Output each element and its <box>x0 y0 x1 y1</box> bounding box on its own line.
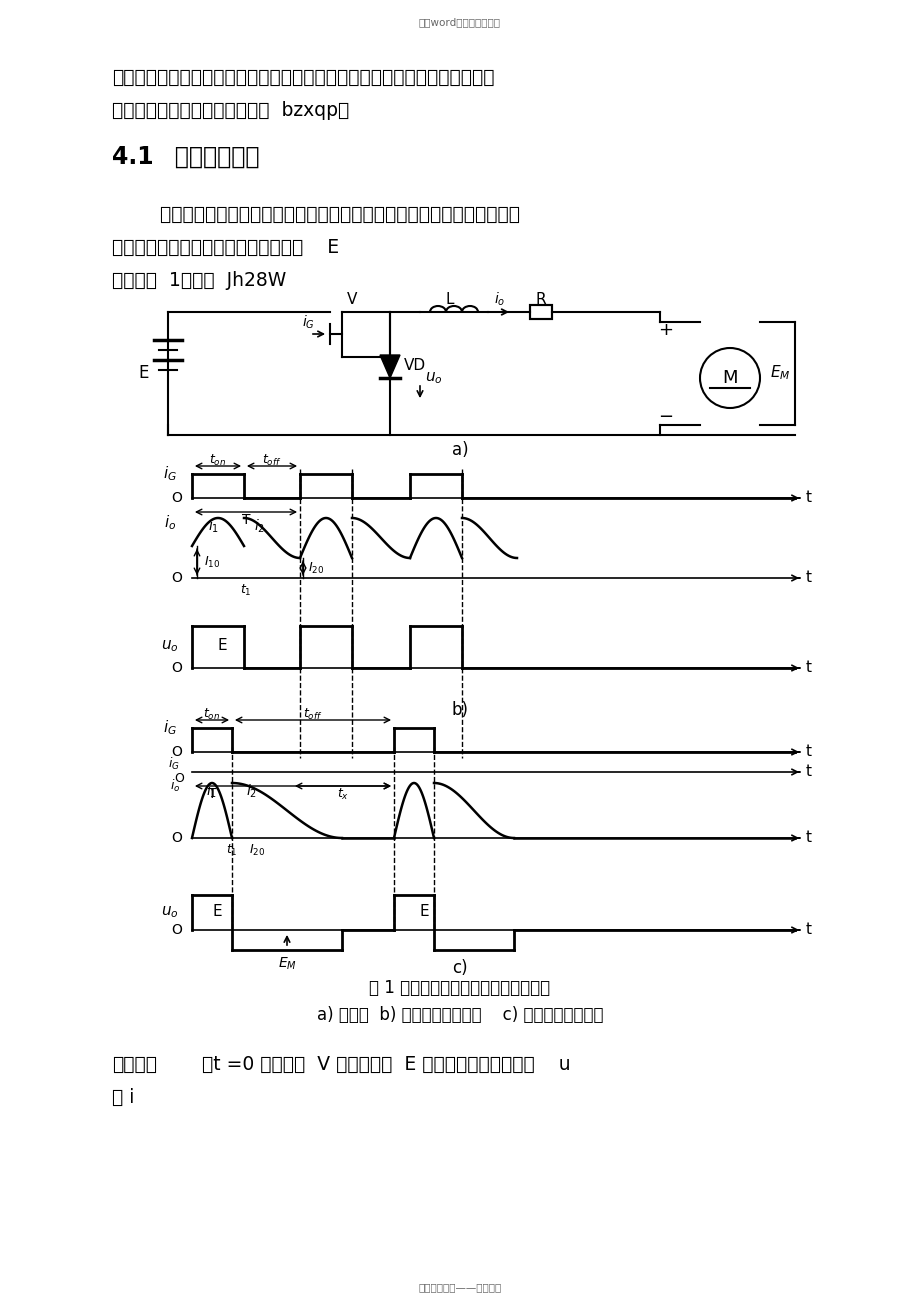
Text: $t_{on}$: $t_{on}$ <box>203 706 221 722</box>
Text: O: O <box>171 745 182 760</box>
Text: E: E <box>212 904 221 920</box>
Text: $t_{off}$: $t_{off}$ <box>262 452 281 468</box>
Text: $E_M$: $E_M$ <box>769 364 789 382</box>
Text: T: T <box>242 513 250 526</box>
Text: $i_G$: $i_G$ <box>301 313 314 331</box>
Text: $i_o$: $i_o$ <box>169 778 180 794</box>
Text: E: E <box>139 364 149 382</box>
Text: E: E <box>217 638 227 654</box>
Text: t: t <box>805 744 811 760</box>
Text: $u_o$: $u_o$ <box>161 904 178 920</box>
Text: t: t <box>805 923 811 937</box>
Text: O: O <box>174 771 184 784</box>
Text: O: O <box>171 571 182 585</box>
Text: $i_G$: $i_G$ <box>168 756 180 773</box>
Text: +: + <box>658 321 673 339</box>
Text: $I_{10}$: $I_{10}$ <box>204 555 220 569</box>
Text: O: O <box>171 831 182 846</box>
Text: b): b) <box>451 701 468 719</box>
Text: $t_{on}$: $t_{on}$ <box>210 452 226 468</box>
Text: 斩波电路，而桥式可逆斩波电路又可看做是电流可逆斩波电路的升级版或由两: 斩波电路，而桥式可逆斩波电路又可看做是电流可逆斩波电路的升级版或由两 <box>112 68 494 87</box>
Text: 流 i: 流 i <box>112 1088 134 1108</box>
Polygon shape <box>380 354 400 378</box>
Text: t: t <box>805 571 811 585</box>
Text: $t_1$: $t_1$ <box>226 843 237 857</box>
Text: −: − <box>658 408 673 426</box>
Text: $i_G$: $i_G$ <box>163 465 176 483</box>
Text: V: V <box>346 292 357 308</box>
Text: $i_2$: $i_2$ <box>246 782 257 800</box>
Text: M: M <box>721 369 737 387</box>
Text: $i_2$: $i_2$ <box>255 517 266 534</box>
Text: $t_1$: $t_1$ <box>240 582 252 598</box>
Text: $u_o$: $u_o$ <box>425 370 442 386</box>
Text: $E_M$: $E_M$ <box>278 956 296 972</box>
Text: 斩波电路的典型用途之一是拖动直流电动机，也可带蓄电池负载，两种情: 斩波电路的典型用途之一是拖动直流电动机，也可带蓄电池负载，两种情 <box>112 205 519 224</box>
Text: t: t <box>805 661 811 675</box>
Text: 工作原理: 工作原理 <box>112 1055 157 1074</box>
Text: ：t =0 时刻驱动  V 导通，电源  E 向负载供电，负载电压    u: ：t =0 时刻驱动 V 导通，电源 E 向负载供电，负载电压 u <box>202 1055 570 1074</box>
Text: a): a) <box>451 440 468 459</box>
Text: O: O <box>171 491 182 506</box>
Text: $I_{20}$: $I_{20}$ <box>308 560 323 576</box>
Text: a) 电路图  b) 电留恋续时的波形    c) 电流断续时的波形: a) 电路图 b) 电留恋续时的波形 c) 电流断续时的波形 <box>316 1006 603 1024</box>
Text: $i_o$: $i_o$ <box>164 513 176 533</box>
Text: t: t <box>805 490 811 506</box>
Text: 名师归纳总结——欢迎下载: 名师归纳总结——欢迎下载 <box>418 1282 501 1293</box>
Text: t: t <box>805 830 811 846</box>
Text: 波形如图  1所示；  Jh28W: 波形如图 1所示； Jh28W <box>112 271 286 291</box>
Text: T: T <box>208 787 216 801</box>
Text: 况下负载中均会显现反电动势，如图中    E: 况下负载中均会显现反电动势，如图中 E <box>112 238 339 257</box>
Text: $i_G$: $i_G$ <box>163 719 176 737</box>
Text: t: t <box>805 765 811 779</box>
Text: O: O <box>171 661 182 675</box>
Text: VD: VD <box>403 357 425 373</box>
Text: 精品word学习资料可编辑: 精品word学习资料可编辑 <box>418 17 501 27</box>
Text: 图 1 降压斩波电路的原理图及工作波形: 图 1 降压斩波电路的原理图及工作波形 <box>369 979 550 997</box>
Text: $i_o$: $i_o$ <box>494 291 505 308</box>
Text: 个电流可逆斩波电路组合而成；  bzxqp；: 个电流可逆斩波电路组合而成； bzxqp； <box>112 102 349 120</box>
Text: O: O <box>171 923 182 937</box>
Text: 4.1: 4.1 <box>112 145 153 169</box>
Text: $i_1$: $i_1$ <box>209 517 220 534</box>
Bar <box>529 305 551 319</box>
Text: R: R <box>535 292 546 306</box>
Text: $I_{20}$: $I_{20}$ <box>249 843 265 857</box>
Text: E: E <box>419 904 428 920</box>
Text: $t_x$: $t_x$ <box>336 787 348 801</box>
Text: $i_1$: $i_1$ <box>206 782 217 800</box>
Text: $u_o$: $u_o$ <box>161 638 178 654</box>
Text: $t_{off}$: $t_{off}$ <box>303 706 323 722</box>
Text: 降压斩波电路: 降压斩波电路 <box>150 145 259 169</box>
Text: L: L <box>446 292 454 306</box>
Text: c): c) <box>452 959 467 977</box>
